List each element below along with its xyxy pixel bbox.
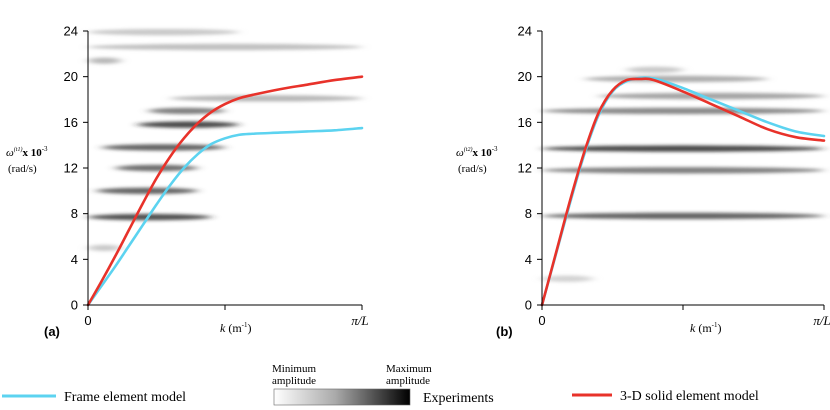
experiment-band xyxy=(101,144,225,151)
y-tick-label: 16 xyxy=(64,115,78,130)
y-axis-label-exp-a: -3 xyxy=(42,145,48,153)
experiment-band xyxy=(170,95,362,102)
y-tick-label: 8 xyxy=(525,206,532,221)
y-axis-label-super-b: (t2) xyxy=(464,146,473,153)
experiment-band xyxy=(115,164,198,172)
legend-solid-label: 3-D solid element model xyxy=(620,389,759,404)
x-axis-label-a: k (m-1) xyxy=(220,321,252,335)
experiment-band xyxy=(542,107,824,115)
experiment-band xyxy=(542,212,824,220)
axes-a: 0 4 8 12 16 20 24 0 π/L xyxy=(64,24,369,329)
y-axis-label-super-a: (t1) xyxy=(14,146,23,153)
experiment-band xyxy=(96,187,198,195)
experiment-band xyxy=(626,66,683,74)
x-tick-label: 0 xyxy=(538,313,545,328)
y-tick-label: 12 xyxy=(518,161,532,176)
model-curves-b xyxy=(540,76,826,307)
experiment-band xyxy=(584,75,768,83)
series-line-3-d-solid-element-model xyxy=(540,77,826,307)
x-tick-label: π/L xyxy=(351,313,368,328)
y-tick-label: 4 xyxy=(71,252,78,267)
x-tick-label: π/L xyxy=(813,313,830,328)
legend-experiments-label: Experiments xyxy=(423,391,494,406)
y-tick-label: 0 xyxy=(71,298,78,313)
legend: Frame element model Minimum amplitude Ma… xyxy=(2,363,759,406)
y-axis-label-exp-b: -3 xyxy=(492,145,498,153)
y-tick-label: 0 xyxy=(525,298,532,313)
y-axis-label-mult-b: x 10 xyxy=(472,147,492,159)
legend-frame-label: Frame element model xyxy=(64,390,186,405)
experiment-band xyxy=(88,43,362,51)
series-line-3-d-solid-element-model xyxy=(86,75,364,307)
experiment-bands-a xyxy=(87,28,362,252)
x-axis-label-b: k (m-1) xyxy=(690,321,722,335)
series-line-frame-element-model xyxy=(86,126,364,307)
experiment-band xyxy=(88,28,239,36)
y-tick-label: 12 xyxy=(64,161,78,176)
axes-b: 0 4 8 12 16 20 24 0 π/L xyxy=(518,24,830,329)
y-axis-label-symbol-a: ω(t1)x 10-3 xyxy=(6,145,48,159)
scale-max-label-line1: Maximum xyxy=(386,363,432,375)
experiment-band xyxy=(542,145,824,152)
y-tick-label: 16 xyxy=(518,115,532,130)
experiment-band xyxy=(542,275,593,282)
panel-label-b: (b) xyxy=(496,324,513,339)
y-tick-label: 20 xyxy=(518,69,532,84)
panel-label-a: (a) xyxy=(44,324,60,339)
x-tick-label: 0 xyxy=(84,313,91,328)
y-tick-label: 24 xyxy=(64,24,78,39)
y-tick-label: 4 xyxy=(525,252,532,267)
scale-max-label-line2: amplitude xyxy=(386,375,430,387)
scale-min-label-line1: Minimum xyxy=(272,363,316,375)
y-tick-label: 8 xyxy=(71,206,78,221)
scale-min-label-line2: amplitude xyxy=(272,375,316,387)
y-axis-label-units-b: (rad/s) xyxy=(458,163,487,175)
experiment-band xyxy=(137,121,239,128)
model-curves-a xyxy=(86,75,364,307)
experiment-band xyxy=(88,244,121,252)
experiment-band xyxy=(598,92,824,100)
y-tick-label: 24 xyxy=(518,24,532,39)
y-axis-label-units-a: (rad/s) xyxy=(8,163,37,175)
amplitude-scale-bar xyxy=(273,388,411,406)
experiment-band xyxy=(88,57,121,64)
y-axis-label-symbol-b: ω(t2)x 10-3 xyxy=(456,145,498,159)
experiment-band xyxy=(148,107,225,115)
experiment-band xyxy=(542,167,824,174)
y-axis-label-mult-a: x 10 xyxy=(22,147,42,159)
y-tick-label: 20 xyxy=(64,69,78,84)
experiment-bands-b xyxy=(542,66,824,282)
